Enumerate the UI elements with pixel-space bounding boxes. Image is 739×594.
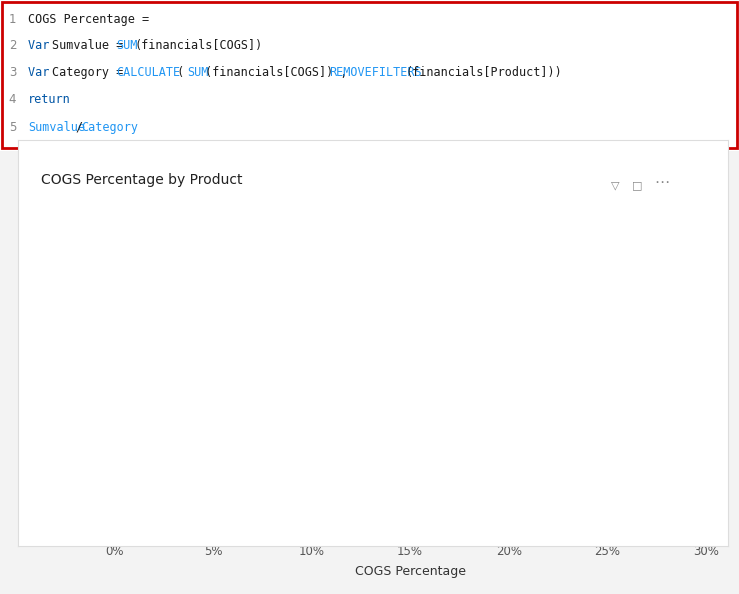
Text: Category =: Category = [52, 66, 130, 79]
Text: (financials[Product])): (financials[Product])) [406, 66, 562, 79]
Bar [115, 386, 406, 415]
Text: ▽: ▽ [610, 180, 619, 190]
Text: (: ( [170, 66, 191, 79]
Bar [115, 276, 454, 304]
Text: 5: 5 [9, 121, 16, 134]
Text: (financials[COGS]): (financials[COGS]) [134, 39, 262, 52]
Y-axis label: Product: Product [33, 349, 47, 396]
Text: (financials[COGS]) ,: (financials[COGS]) , [205, 66, 355, 79]
X-axis label: COGS Percentage: COGS Percentage [355, 565, 466, 579]
Text: Sumvalue: Sumvalue [28, 121, 85, 134]
Text: 2: 2 [9, 39, 16, 52]
Text: ⋯: ⋯ [654, 175, 669, 190]
Bar [115, 497, 351, 525]
Text: 4: 4 [9, 93, 16, 106]
Text: 3: 3 [9, 66, 16, 79]
Text: 1: 1 [9, 13, 16, 26]
Text: CALCULATE: CALCULATE [117, 66, 181, 79]
Bar [115, 331, 426, 359]
Text: SUM: SUM [188, 66, 209, 79]
Text: COGS Percentage =: COGS Percentage = [28, 13, 149, 26]
Text: Var: Var [28, 39, 57, 52]
Text: Sumvalue =: Sumvalue = [52, 39, 130, 52]
Text: REMOVEFILTERS: REMOVEFILTERS [329, 66, 422, 79]
Bar [115, 441, 375, 470]
Text: Var: Var [28, 66, 57, 79]
Text: SUM: SUM [117, 39, 138, 52]
Text: Category: Category [81, 121, 138, 134]
Text: □: □ [632, 180, 642, 190]
Bar [115, 220, 662, 249]
Text: /: / [75, 121, 83, 134]
Text: COGS Percentage by Product: COGS Percentage by Product [41, 173, 242, 187]
Text: return: return [28, 93, 71, 106]
